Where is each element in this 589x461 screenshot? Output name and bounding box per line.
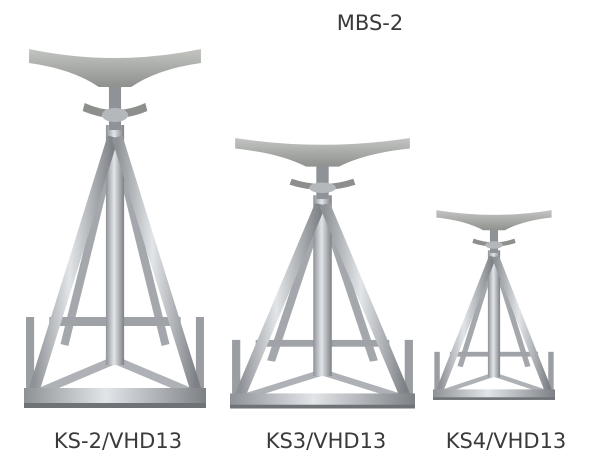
product-label: KS3/VHD13	[266, 429, 387, 453]
stand-small	[433, 210, 555, 400]
stand-large	[24, 49, 206, 408]
page: MBS-2 KS-2/VHD13 KS3/VHD13 KS4/VHD13 (()…	[0, 0, 589, 461]
top-label: MBS-2	[337, 11, 403, 35]
product-label: KS-2/VHD13	[54, 429, 182, 453]
stand-medium	[230, 138, 415, 408]
product-label: KS4/VHD13	[446, 429, 567, 453]
product-image: MBS-2 KS-2/VHD13 KS3/VHD13 KS4/VHD13	[0, 0, 589, 461]
